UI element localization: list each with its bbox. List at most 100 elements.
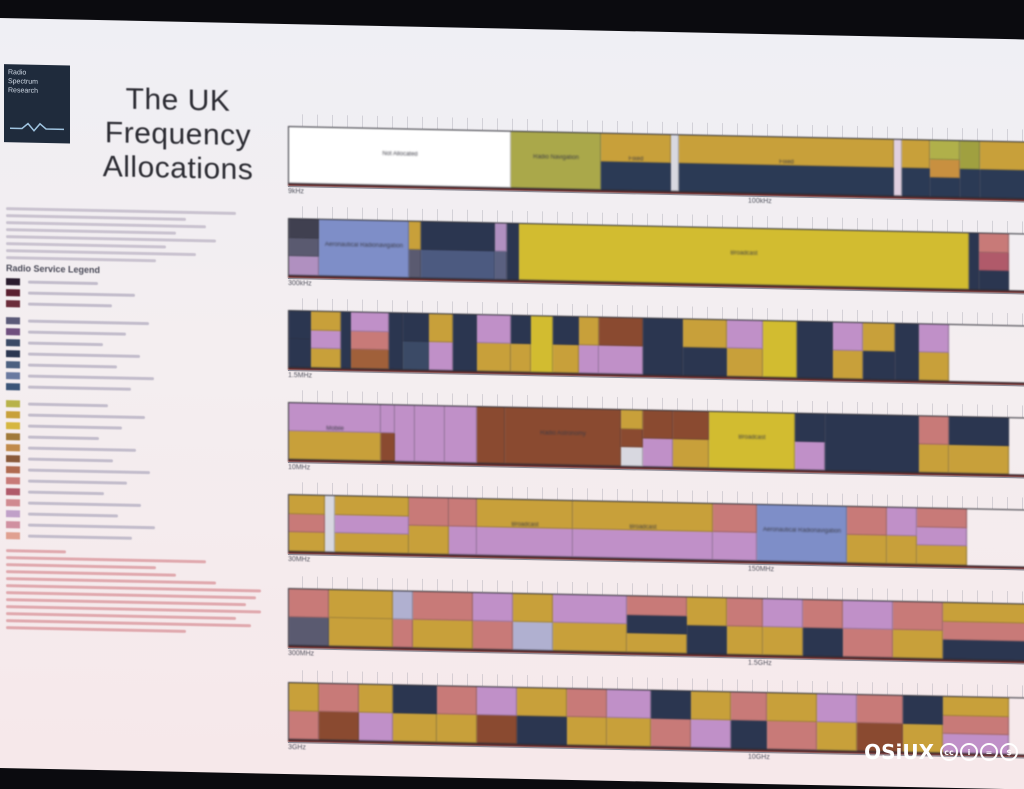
allocation-row xyxy=(727,598,763,627)
allocation-segment xyxy=(513,593,553,651)
legend-text-blur xyxy=(28,413,145,420)
allocation-segment xyxy=(415,405,445,463)
allocation-row xyxy=(381,432,395,462)
allocation-row xyxy=(289,532,325,552)
allocation-segment: Radio Astronomy xyxy=(505,407,621,467)
allocation-row xyxy=(477,526,573,558)
allocation-segment xyxy=(319,683,359,741)
allocation-segment xyxy=(351,312,389,370)
allocation-segment xyxy=(567,688,607,746)
allocation-row xyxy=(894,139,902,196)
legend-text-blur xyxy=(28,479,127,485)
allocation-segment xyxy=(687,597,727,655)
allocation-row xyxy=(495,223,507,252)
allocation-row xyxy=(902,167,930,197)
allocation-segment xyxy=(893,601,943,659)
legend-text-blur xyxy=(28,512,118,518)
allocation-segment xyxy=(511,315,531,373)
allocation-row xyxy=(579,345,599,374)
allocation-row xyxy=(289,237,319,258)
allocation-row xyxy=(857,694,903,724)
allocation-segment xyxy=(359,684,393,742)
frequency-label-start: 1.5MHz xyxy=(288,372,313,380)
allocation-row xyxy=(919,444,949,473)
allocation-segment xyxy=(599,317,643,375)
allocation-row xyxy=(409,221,421,250)
allocation-segment xyxy=(329,589,393,648)
allocation-row xyxy=(351,312,389,332)
allocation-row xyxy=(393,685,437,715)
allocation-segment xyxy=(843,600,893,658)
legend-text-blur xyxy=(28,457,113,463)
allocation-segment xyxy=(413,591,473,649)
allocation-row xyxy=(817,694,857,723)
allocation-row xyxy=(311,311,341,331)
legend-text-blur xyxy=(28,446,136,452)
allocation-row xyxy=(980,169,1024,199)
allocation-row xyxy=(960,141,980,170)
allocation-row xyxy=(691,719,731,749)
allocation-row xyxy=(893,629,943,659)
allocation-row xyxy=(507,223,519,280)
legend-text-blur xyxy=(28,330,126,336)
allocation-segment xyxy=(421,221,495,280)
legend-text-blur xyxy=(28,523,155,530)
allocation-row xyxy=(495,251,507,280)
allocation-row xyxy=(477,714,517,744)
allocation-row xyxy=(943,621,1024,642)
non-commercial-icon: $ xyxy=(1000,743,1018,761)
frequency-band: Broadcast Broadcast Aeronautical Radionavi… xyxy=(288,482,1024,573)
allocation-row xyxy=(731,692,767,722)
allocation-segment xyxy=(847,506,887,564)
allocation-row xyxy=(289,711,319,740)
allocation-row xyxy=(393,591,413,620)
allocation-row xyxy=(679,163,894,196)
allocation-segment xyxy=(477,406,505,464)
allocation-row xyxy=(409,525,449,555)
frequency-label-start: 300kHz xyxy=(288,280,312,288)
allocation-segment xyxy=(731,692,767,750)
frequency-label-start: 300MHz xyxy=(288,650,315,658)
allocation-row xyxy=(477,342,511,372)
allocation-segment xyxy=(445,406,477,463)
allocation-segment xyxy=(553,316,579,374)
allocation-row xyxy=(621,428,643,448)
legend-text-blur xyxy=(28,468,150,475)
allocation-row xyxy=(445,406,477,463)
frequency-label-start: 3GHz xyxy=(288,744,306,752)
allocation-row xyxy=(731,720,767,750)
allocation-row xyxy=(627,614,687,635)
allocation-row xyxy=(607,689,651,719)
allocation-row xyxy=(477,314,511,344)
allocation-row xyxy=(687,597,727,627)
allocation-row xyxy=(413,619,473,649)
allocation-row xyxy=(513,593,553,623)
allocation-segment xyxy=(833,322,863,380)
legend-swatch xyxy=(6,488,20,496)
allocation-row xyxy=(627,596,687,617)
allocation-segment xyxy=(289,311,311,368)
allocation-row xyxy=(980,141,1024,171)
allocation-row xyxy=(949,416,1009,447)
frequency-band: Aeronautical Radionavigation Broadcast 300… xyxy=(288,206,1024,295)
title-line: The UK xyxy=(125,82,231,118)
allocation-segment: Mobile xyxy=(289,403,381,461)
allocation-row xyxy=(949,444,1009,475)
allocation-row xyxy=(713,531,757,561)
allocation-segment xyxy=(335,496,409,554)
legend-swatch xyxy=(6,289,20,297)
allocation-segment: Fixed xyxy=(601,133,671,192)
allocation-row xyxy=(917,526,967,547)
allocation-row xyxy=(311,330,341,350)
allocation-row xyxy=(289,311,311,340)
allocation-row xyxy=(329,589,393,620)
allocation-row xyxy=(289,589,329,618)
allocation-segment xyxy=(960,141,980,198)
allocation-segment: Broadcast xyxy=(709,411,795,470)
abbreviation-text-block xyxy=(6,207,276,265)
allocation-row xyxy=(335,514,409,535)
legend-text-blur xyxy=(28,435,99,441)
allocation-row xyxy=(713,503,757,533)
legend-text-blur xyxy=(28,280,98,286)
allocation-row xyxy=(319,711,359,741)
